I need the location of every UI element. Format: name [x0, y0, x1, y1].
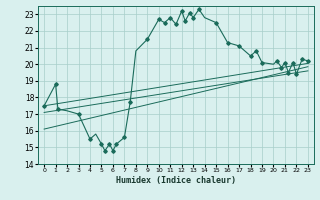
X-axis label: Humidex (Indice chaleur): Humidex (Indice chaleur) [116, 176, 236, 185]
